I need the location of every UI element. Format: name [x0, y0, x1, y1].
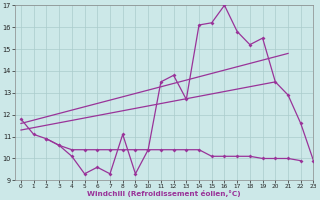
X-axis label: Windchill (Refroidissement éolien,°C): Windchill (Refroidissement éolien,°C) [87, 190, 241, 197]
